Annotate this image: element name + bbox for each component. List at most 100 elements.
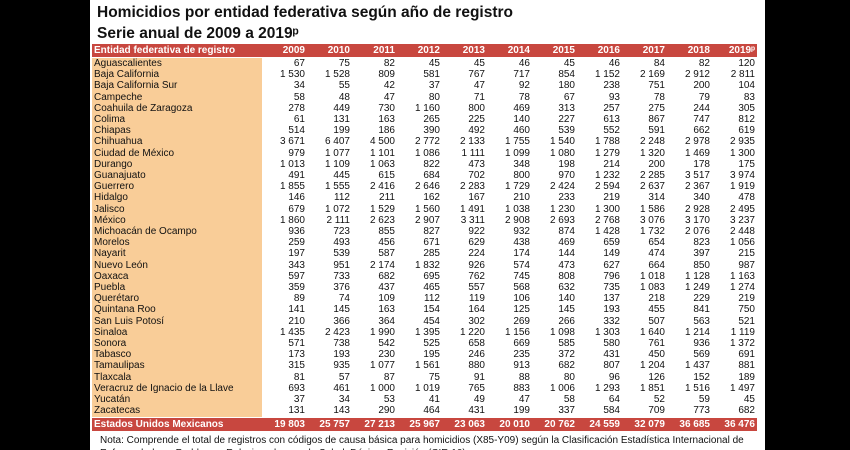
cell-value: 691 — [738, 349, 755, 361]
cell-value: 654 — [648, 237, 665, 249]
cell-value: 175 — [738, 158, 755, 170]
cell-value: 659 — [603, 237, 620, 249]
table-row: Tlaxcala 81 57 87 75 91 88 80 96 126 152 189 — [92, 371, 757, 383]
cell-value: 431 — [603, 349, 620, 361]
cell-entity: Tamaulipas — [92, 360, 262, 372]
cell-value: 37 — [293, 394, 305, 406]
cell-value: 305 — [738, 102, 755, 114]
cell-value: 93 — [608, 91, 620, 103]
cell-value: 951 — [333, 259, 350, 271]
table-row: Yucatán 37 34 53 41 49 47 58 64 52 59 45 — [92, 394, 757, 406]
cell-value: 717 — [513, 69, 530, 81]
cell-value: 1 919 — [729, 181, 755, 193]
table-row: Michoacán de Ocampo 936 723 855 827 922 932 874… — [92, 226, 757, 238]
cell-value: 1 372 — [729, 338, 755, 350]
table-row: Durango 1 013 1 109 1 063 822 473 348 198 214 200… — [92, 158, 757, 171]
cell-value: 2 424 — [549, 181, 575, 193]
cell-value: 106 — [513, 293, 530, 305]
cell-value: 92 — [518, 80, 530, 92]
cell-value: 773 — [693, 405, 710, 417]
cell-value: 1 293 — [594, 382, 620, 394]
cell-value: 913 — [513, 360, 530, 372]
cell-value: 390 — [423, 125, 440, 137]
cell-value: 867 — [648, 114, 665, 126]
cell-value: 1 437 — [684, 360, 710, 372]
cell-value: 140 — [558, 293, 575, 305]
cell-value: 449 — [333, 102, 350, 114]
cell-value: 493 — [333, 237, 350, 249]
cell-value: 682 — [558, 360, 575, 372]
cell-value: 745 — [513, 270, 530, 282]
cell-value: 233 — [558, 192, 575, 204]
cell-value: 723 — [333, 226, 350, 238]
table-row: Morelos 259 493 456 671 629 438 469 659 654 823 1 0… — [92, 237, 757, 249]
cell-value: 629 — [468, 237, 485, 249]
cell-value: 1 083 — [639, 282, 665, 294]
cell-value: 445 — [333, 170, 350, 182]
cell-value: 141 — [288, 304, 305, 316]
cell-value: 25 967 — [397, 416, 442, 431]
cell-value: 552 — [603, 125, 620, 137]
cell-value: 49 — [473, 394, 485, 406]
cell-value: 1 111 — [461, 147, 485, 159]
cell-value: 2 367 — [684, 181, 710, 193]
cell-value: 61 — [293, 114, 305, 126]
cell-value: 180 — [558, 80, 575, 92]
cell-value: 702 — [468, 170, 485, 182]
cell-value: 24 559 — [577, 416, 622, 431]
cell-value: 751 — [648, 80, 665, 92]
cell-entity: Baja California — [92, 69, 262, 81]
cell-value: 1 056 — [729, 237, 755, 249]
cell-value: 112 — [334, 192, 350, 204]
cell-value: 571 — [288, 338, 305, 350]
cell-value: 174 — [513, 248, 530, 260]
table-row: Campeche 58 48 47 80 71 78 67 93 78 79 83 — [92, 91, 757, 103]
table-row: Chihuahua 3 671 6 407 4 500 2 772 2 133 1 755 1… — [92, 136, 757, 148]
cell-value: 883 — [513, 382, 530, 394]
cell-value: 733 — [333, 270, 350, 282]
cell-entity: Colima — [92, 114, 262, 126]
cell-value: 585 — [558, 338, 575, 350]
table-row: Sonora 571 738 542 525 658 669 585 580 761 936 1 37… — [92, 338, 757, 350]
cell-value: 461 — [333, 382, 350, 394]
cell-value: 91 — [473, 371, 485, 383]
cell-value: 591 — [648, 125, 665, 137]
cell-entity: Nuevo León — [92, 259, 262, 271]
cell-value: 45 — [473, 58, 485, 69]
cell-value: 627 — [603, 259, 620, 271]
cell-value: 469 — [513, 102, 530, 114]
cell-value: 765 — [468, 382, 485, 394]
table-row: Aguascalientes 67 75 82 45 45 46 45 46 84 82 120 — [92, 57, 757, 70]
cell-value: 679 — [288, 203, 305, 215]
cell-value: 823 — [693, 237, 710, 249]
cell-value: 2 174 — [369, 259, 395, 271]
cell-value: 2 912 — [684, 69, 710, 81]
cell-value: 75 — [338, 58, 350, 69]
cell-value: 922 — [468, 226, 485, 238]
cell-value: 84 — [653, 58, 665, 69]
cell-entity: Guanajuato — [92, 170, 262, 182]
cell-entity: Zacatecas — [92, 405, 262, 417]
cell-value: 269 — [513, 315, 530, 327]
cell-value: 372 — [558, 349, 575, 361]
table-row: Quintana Roo 141 145 163 154 164 125 145 193 455 8… — [92, 304, 757, 316]
cell-value: 1 038 — [504, 203, 530, 215]
homicides-table: Entidad federativa de registro 2009 2010 20… — [92, 44, 757, 431]
cell-value: 219 — [738, 293, 755, 305]
table-row: Tamaulipas 315 935 1 077 1 561 880 913 682 807 1 … — [92, 360, 757, 372]
cell-value: 613 — [603, 114, 620, 126]
cell-value: 1 098 — [549, 326, 575, 338]
cell-value: 225 — [468, 114, 485, 126]
cell-value: 1 990 — [369, 326, 395, 338]
cell-value: 137 — [603, 293, 620, 305]
cell-entity: Querétaro — [92, 293, 262, 305]
cell-value: 198 — [558, 158, 575, 170]
cell-value: 2 111 — [326, 214, 350, 226]
cell-value: 970 — [558, 170, 575, 182]
cell-value: 521 — [738, 315, 755, 327]
cell-value: 682 — [738, 405, 755, 417]
cell-value: 1 860 — [279, 214, 305, 226]
cell-value: 146 — [288, 192, 305, 204]
cell-value: 36 476 — [712, 416, 757, 431]
cell-value: 211 — [379, 192, 395, 204]
